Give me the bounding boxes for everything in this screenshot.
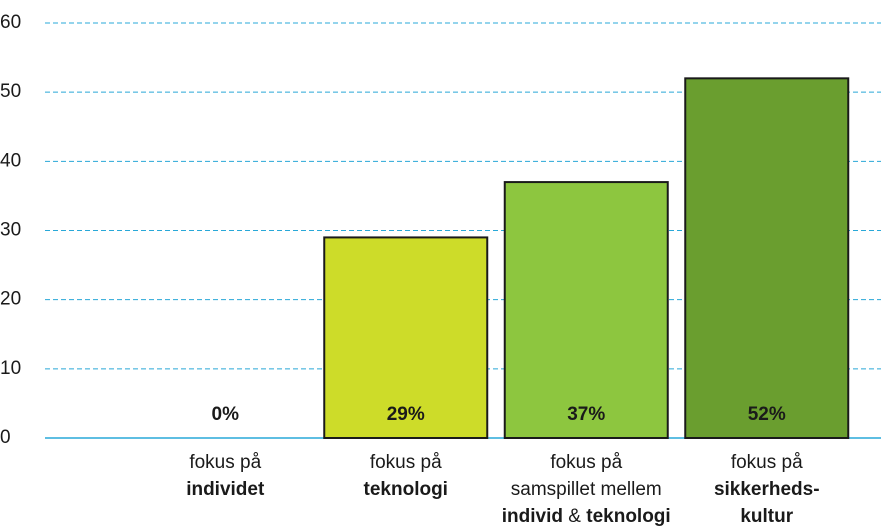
y-tick-label: 10 [0,358,21,379]
value-label: 0% [212,404,240,425]
x-tick-label: fokus på [731,452,803,473]
x-tick-label: individ & teknologi [502,506,671,527]
x-tick-label: individet [186,479,265,500]
value-label: 52% [748,404,786,425]
label-part: individ [502,506,563,527]
y-tick-label: 50 [0,81,21,102]
y-tick-label: 60 [0,12,21,33]
x-tick-label: sikkerheds- [714,479,820,500]
value-label: 37% [567,404,605,425]
y-tick-label: 30 [0,220,21,241]
x-tick-label: samspillet mellem [511,479,662,500]
label-part: & [563,506,581,527]
y-tick-label: 20 [0,289,21,310]
bar [503,181,669,439]
x-tick-label: fokus på [550,452,622,473]
x-tick-label: kultur [740,506,793,527]
value-label: 29% [387,404,425,425]
x-tick-label: fokus på [189,452,261,473]
x-tick-label: teknologi [364,479,448,500]
label-part: teknologi [581,506,671,527]
y-tick-label: 0 [0,427,11,448]
bar [684,77,850,439]
bar [323,236,489,439]
x-tick-label: fokus på [370,452,442,473]
y-tick-label: 40 [0,150,21,171]
